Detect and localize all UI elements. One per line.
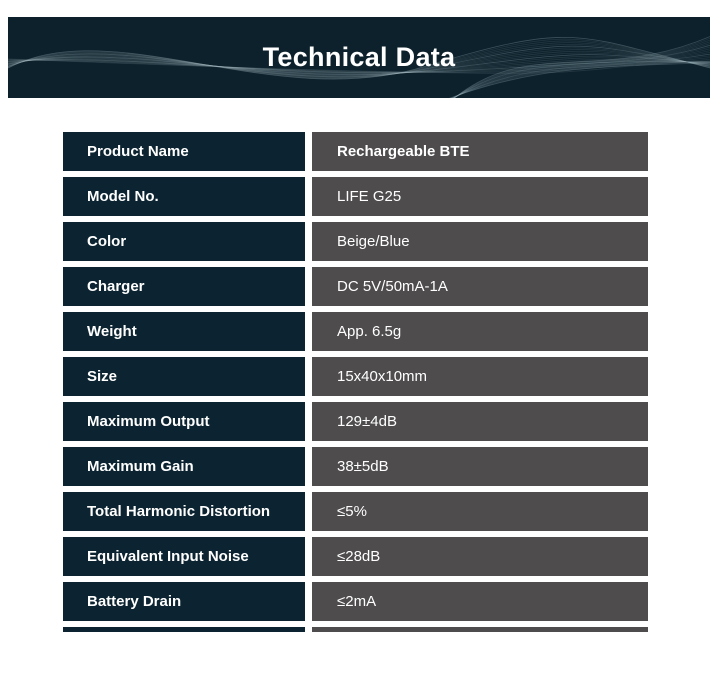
partial-label-cell [63, 627, 305, 632]
spec-label-cell: Color [63, 222, 305, 261]
spec-label: Battery Drain [87, 593, 182, 610]
spec-value: 15x40x10mm [337, 368, 428, 385]
spec-label-cell: Total Harmonic Distortion [63, 492, 305, 531]
spec-value-cell: 129±4dB [312, 402, 648, 441]
spec-value: 129±4dB [337, 413, 397, 430]
spec-label-cell: Weight [63, 312, 305, 351]
technical-data-banner: Technical Data [8, 17, 710, 98]
spec-label: Total Harmonic Distortion [87, 503, 271, 520]
spec-label: Weight [87, 323, 137, 340]
spec-value-cell: ≤2mA [312, 582, 648, 621]
spec-label: Maximum Gain [87, 458, 194, 475]
spec-value-cell: Beige/Blue [312, 222, 648, 261]
spec-label: Maximum Output [87, 413, 210, 430]
spec-label: Model No. [87, 188, 159, 205]
spec-row: Battery Drain ≤2mA [63, 582, 648, 621]
spec-value-cell: App. 6.5g [312, 312, 648, 351]
spec-label: Charger [87, 278, 145, 295]
partial-next-row [63, 627, 648, 632]
spec-value-cell: ≤5% [312, 492, 648, 531]
spec-label-cell: Model No. [63, 177, 305, 216]
spec-label-cell: Maximum Gain [63, 447, 305, 486]
spec-value-cell: DC 5V/50mA-1A [312, 267, 648, 306]
page-title: Technical Data [262, 42, 456, 72]
spec-row: Charger DC 5V/50mA-1A [63, 267, 648, 306]
spec-label: Color [87, 233, 127, 250]
wave-decoration-icon [8, 35, 710, 98]
spec-row: Size 15x40x10mm [63, 357, 648, 396]
spec-value-cell: ≤28dB [312, 537, 648, 576]
spec-label-cell: Equivalent Input Noise [63, 537, 305, 576]
spec-row: Maximum Output 129±4dB [63, 402, 648, 441]
spec-label-cell: Maximum Output [63, 402, 305, 441]
spec-value: 38±5dB [337, 458, 389, 475]
spec-value: ≤28dB [337, 548, 381, 565]
spec-label-cell: Charger [63, 267, 305, 306]
spec-value: Beige/Blue [337, 233, 410, 250]
partial-value-cell [312, 627, 648, 632]
spec-table: Product Name Rechargeable BTE Model No. … [63, 132, 648, 621]
spec-label-cell: Product Name [63, 132, 305, 171]
spec-label: Equivalent Input Noise [87, 548, 249, 565]
spec-row: Color Beige/Blue [63, 222, 648, 261]
spec-value: ≤2mA [337, 593, 377, 610]
spec-row: Model No. LIFE G25 [63, 177, 648, 216]
spec-label-cell: Battery Drain [63, 582, 305, 621]
spec-value: App. 6.5g [337, 323, 402, 340]
spec-label: Product Name [87, 143, 189, 160]
spec-value: ≤5% [337, 503, 367, 520]
spec-value: DC 5V/50mA-1A [337, 278, 448, 295]
spec-value-cell: Rechargeable BTE [312, 132, 648, 171]
spec-value-cell: 15x40x10mm [312, 357, 648, 396]
spec-label: Size [87, 368, 118, 385]
spec-value: LIFE G25 [337, 188, 402, 205]
spec-row: Equivalent Input Noise ≤28dB [63, 537, 648, 576]
spec-value-cell: LIFE G25 [312, 177, 648, 216]
spec-sheet-page: Technical Data Product Name Rechargeable… [0, 17, 722, 632]
spec-value-cell: 38±5dB [312, 447, 648, 486]
spec-row: Product Name Rechargeable BTE [63, 132, 648, 171]
spec-label-cell: Size [63, 357, 305, 396]
spec-value: Rechargeable BTE [337, 143, 470, 160]
spec-row: Maximum Gain 38±5dB [63, 447, 648, 486]
spec-row: Total Harmonic Distortion ≤5% [63, 492, 648, 531]
spec-row: Weight App. 6.5g [63, 312, 648, 351]
